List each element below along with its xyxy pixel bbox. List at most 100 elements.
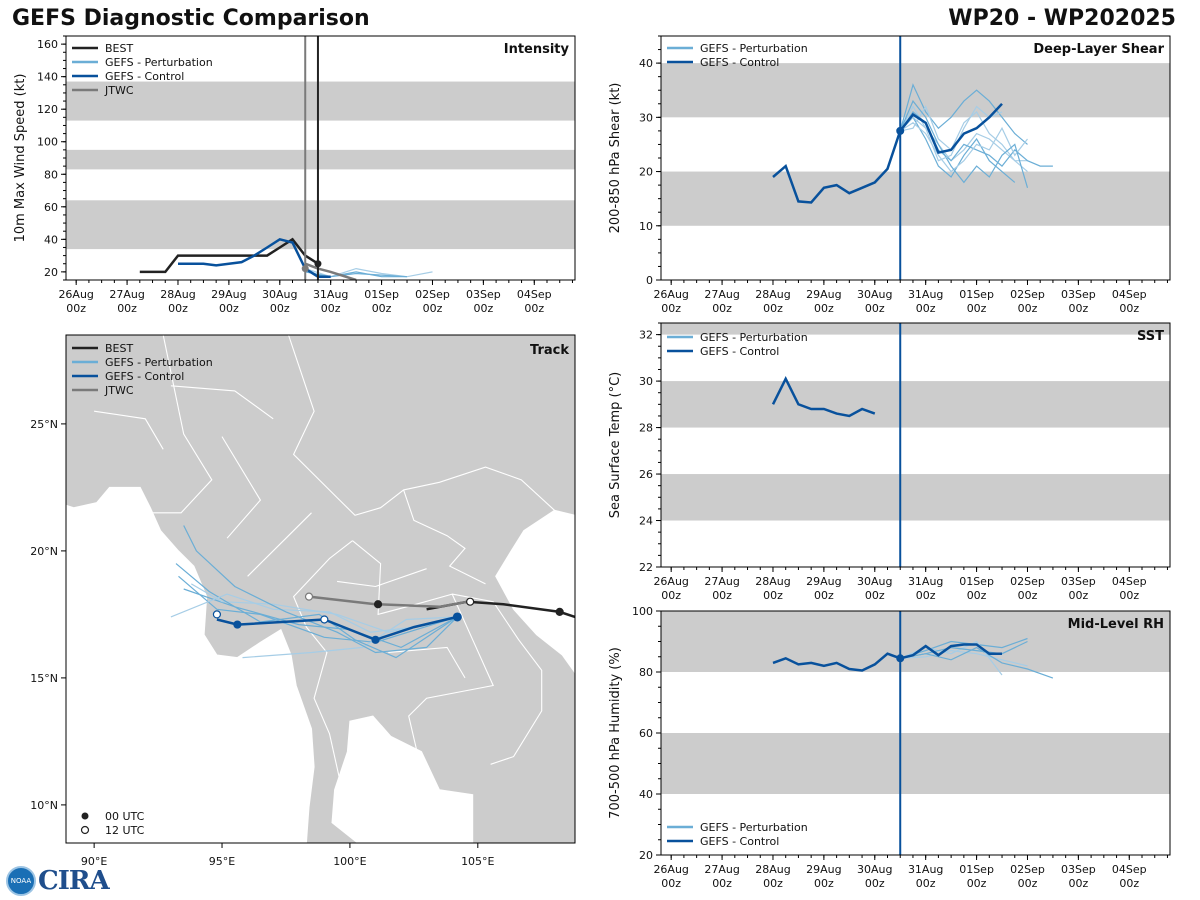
shear-panel: 01020304026Aug00z27Aug00z28Aug00z29Aug00… — [608, 35, 1171, 315]
rh-init-marker — [896, 654, 905, 663]
sst-band — [661, 474, 1170, 521]
track-best-point-00 — [555, 607, 564, 616]
shear-xtick-label: 00z — [712, 302, 732, 315]
track-ytick-label: 25°N — [30, 418, 58, 431]
sst-xtick-label: 29Aug — [806, 575, 841, 588]
noaa-logo: NOAA — [6, 866, 36, 896]
shear-perturbation-line — [899, 83, 1028, 145]
intensity-ytick-label: 60 — [44, 201, 58, 214]
shear-xtick-label: 27Aug — [704, 288, 739, 301]
intensity-panel: 2040608010012014016026Aug00z27Aug00z28Au… — [13, 35, 576, 315]
rh-control-line — [772, 643, 1002, 672]
intensity-xtick-label: 00z — [473, 302, 493, 315]
shear-xtick-label: 29Aug — [806, 288, 841, 301]
rh-xtick-label: 01Sep — [959, 863, 994, 876]
sst-ytick-label: 28 — [639, 422, 653, 435]
logos: NOAA CIRA — [6, 866, 110, 896]
intensity-xtick-label: 00z — [168, 302, 188, 315]
intensity-xtick-label: 31Aug — [313, 288, 348, 301]
intensity-xtick-label: 02Sep — [415, 288, 450, 301]
rh-xtick-label: 28Aug — [755, 863, 790, 876]
intensity-legend-label: BEST — [105, 42, 133, 55]
intensity-xtick-label: 30Aug — [262, 288, 297, 301]
intensity-legend-label: GEFS - Control — [105, 70, 184, 83]
sst-band — [661, 381, 1170, 428]
track-best-point-00 — [373, 600, 383, 609]
intensity-xtick-label: 01Sep — [364, 288, 399, 301]
border-line — [388, 646, 466, 679]
shear-control-line — [772, 102, 1003, 204]
intensity-ytick-label: 20 — [44, 266, 58, 279]
shear-xtick-label: 31Aug — [908, 288, 943, 301]
sst-xtick-label: 04Sep — [1112, 575, 1147, 588]
track-panel: 90°E 95°E 100°E 105°E 10°N 15°N 20°N 25°N Track B… — [30, 334, 576, 868]
sst-band — [661, 323, 1170, 335]
intensity-ytick-label: 120 — [37, 103, 58, 116]
track-legend-label: GEFS - Perturbation — [105, 356, 213, 369]
track-legend-label: JTWC — [104, 384, 134, 397]
intensity-legend-label: JTWC — [104, 84, 134, 97]
rh-ytick-label: 20 — [639, 849, 653, 862]
track-xtick-label: 105°E — [461, 855, 494, 868]
sst-ytick-label: 22 — [639, 561, 653, 574]
track-frame — [65, 334, 576, 844]
shear-perturbation-line — [899, 122, 1028, 173]
rh-ytick-label: 40 — [639, 788, 653, 801]
shear-xtick-label: 28Aug — [755, 288, 790, 301]
shear-ytick-label: 40 — [639, 57, 653, 70]
sst-xtick-label: 03Sep — [1061, 575, 1096, 588]
intensity-legend-label: GEFS - Perturbation — [105, 56, 213, 69]
intensity-best-marker — [314, 260, 322, 268]
sst-xtick-label: 30Aug — [857, 575, 892, 588]
track-control-point-00 — [371, 635, 380, 644]
rh-xtick-label: 31Aug — [908, 863, 943, 876]
track-jtwc-point-12 — [304, 592, 314, 601]
intensity-xtick-label: 29Aug — [211, 288, 246, 301]
track-perturbation-line — [242, 616, 458, 659]
intensity-xtick-label: 03Sep — [466, 288, 501, 301]
sst-control-line — [771, 375, 876, 418]
storm-id: WP20 - WP202025 — [948, 6, 1176, 31]
track-control-point-00 — [233, 620, 242, 629]
sst-panel: 22242628303226Aug00z27Aug00z28Aug00z29Au… — [608, 322, 1171, 602]
sst-xtick-label: 00z — [763, 589, 783, 602]
track-perturbation-line — [183, 525, 458, 654]
track-control-init-point — [452, 612, 462, 622]
sst-xtick-label: 00z — [865, 589, 885, 602]
rh-ylabel: 700-500 hPa Humidity (%) — [608, 647, 623, 819]
shear-legend-label: GEFS - Perturbation — [700, 42, 808, 55]
land-mass — [66, 335, 575, 843]
sst-title: SST — [1137, 329, 1164, 344]
intensity-ylabel: 10m Max Wind Speed (kt) — [13, 74, 28, 243]
rh-xtick-label: 00z — [1018, 877, 1038, 890]
shear-ytick-label: 30 — [639, 111, 653, 124]
intensity-xtick-label: 00z — [524, 302, 544, 315]
sst-xtick-label: 00z — [1018, 589, 1038, 602]
track-xtick-label: 90°E — [81, 855, 107, 868]
border-line — [170, 385, 274, 420]
shear-xtick-label: 26Aug — [653, 288, 688, 301]
shear-xtick-label: 00z — [1068, 302, 1088, 315]
rh-xtick-label: 00z — [814, 877, 834, 890]
rh-xtick-label: 00z — [1119, 877, 1139, 890]
sst-xtick-label: 00z — [1068, 589, 1088, 602]
sst-ytick-label: 24 — [639, 515, 653, 528]
rh-title: Mid-Level RH — [1068, 617, 1164, 632]
shear-xtick-label: 00z — [763, 302, 783, 315]
border-line — [287, 335, 555, 516]
sst-xtick-label: 31Aug — [908, 575, 943, 588]
intensity-band — [66, 149, 575, 170]
track-legend-label: BEST — [105, 342, 133, 355]
sst-ytick-label: 32 — [639, 329, 653, 342]
intensity-ytick-label: 40 — [44, 233, 58, 246]
rh-band — [661, 611, 1170, 672]
shear-xtick-label: 01Sep — [959, 288, 994, 301]
border-line — [247, 512, 312, 577]
sst-xtick-label: 27Aug — [704, 575, 739, 588]
border-line — [337, 568, 427, 588]
track-control-point-12 — [320, 615, 329, 624]
rh-xtick-label: 00z — [712, 877, 732, 890]
track-xtick-label: 95°E — [209, 855, 235, 868]
border-line — [221, 436, 262, 539]
intensity-ytick-label: 140 — [37, 71, 58, 84]
